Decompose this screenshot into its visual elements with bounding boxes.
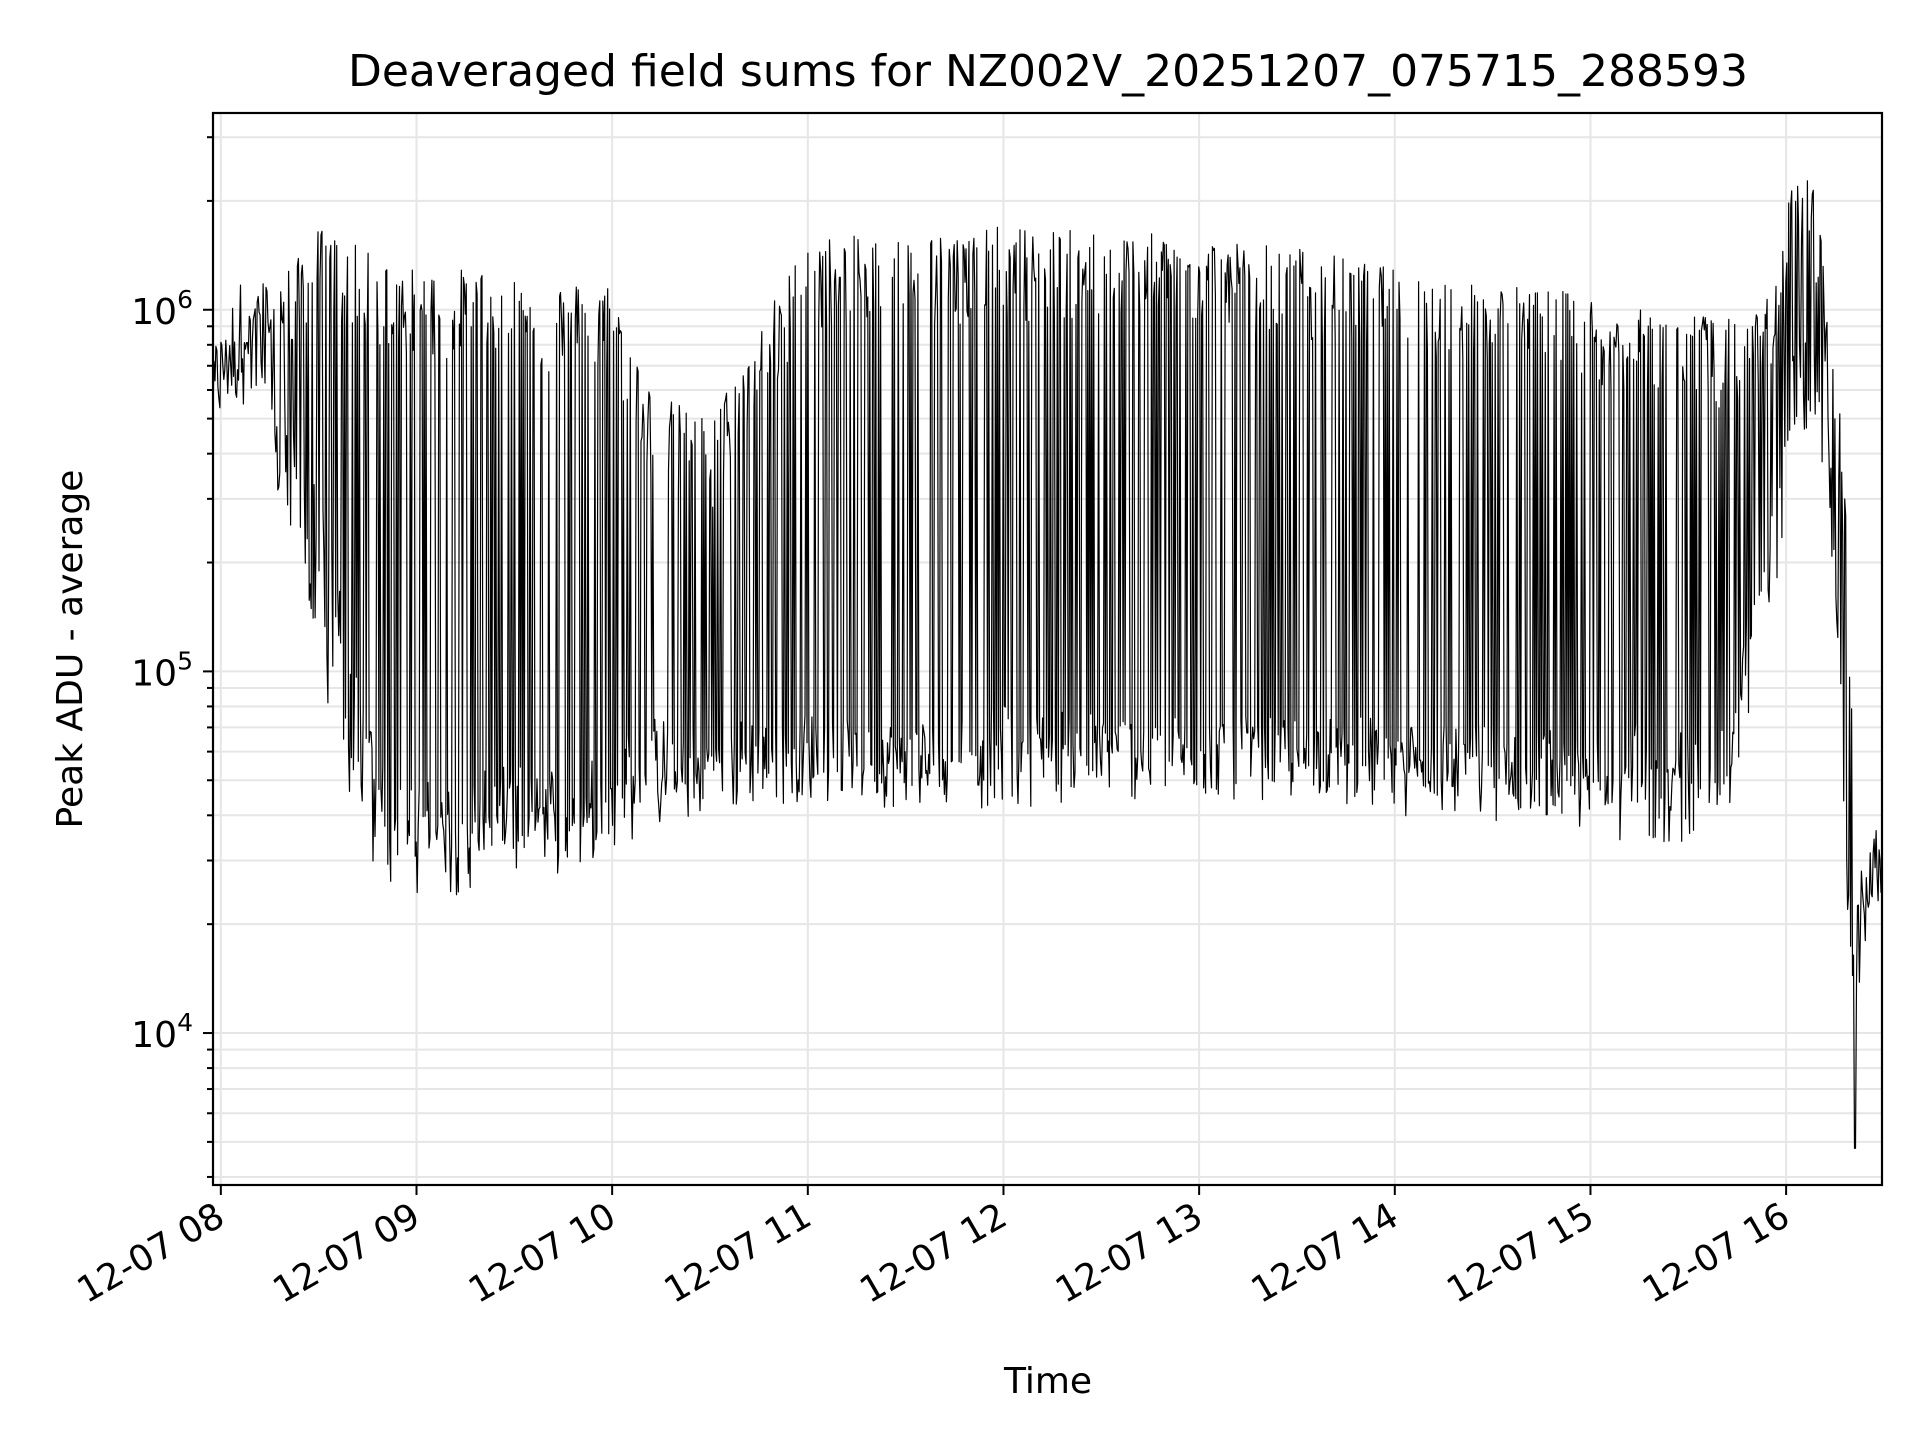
x-tick-label: 12-07 14 <box>1245 1195 1406 1311</box>
x-tick-label: 12-07 15 <box>1440 1195 1601 1311</box>
x-tick-label: 12-07 13 <box>1049 1195 1210 1311</box>
y-tick-label: 106 <box>131 285 193 333</box>
y-tick-label: 104 <box>131 1008 193 1056</box>
x-tick-label: 12-07 16 <box>1636 1195 1797 1311</box>
x-tick-label: 12-07 11 <box>658 1195 819 1311</box>
x-tick-label: 12-07 08 <box>71 1195 232 1311</box>
series-line <box>212 180 1883 1149</box>
x-tick-label: 12-07 10 <box>462 1195 623 1311</box>
grid-layer <box>213 113 1882 1185</box>
x-axis-label: Time <box>1003 1361 1092 1402</box>
chart-title: Deaveraged field sums for NZ002V_2025120… <box>348 46 1748 97</box>
plot-frame <box>211 111 1884 1187</box>
x-tick-label: 12-07 09 <box>266 1195 427 1311</box>
y-axis-label: Peak ADU - average <box>50 470 91 829</box>
x-tick-label: 12-07 12 <box>853 1195 1014 1311</box>
y-tick-label: 105 <box>131 646 193 694</box>
series-layer <box>212 180 1883 1149</box>
